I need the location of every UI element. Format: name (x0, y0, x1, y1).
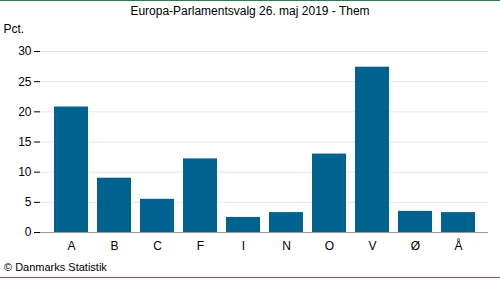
html-text:Europa-Parlamentsvalg 26. maj: Europa-Parlamentsvalg 26. maj 2019 - The… (130, 4, 370, 18)
svg-text:30: 30 (18, 44, 32, 58)
svg-text:F: F (197, 239, 204, 253)
svg-text:25: 25 (18, 75, 32, 89)
svg-text:20: 20 (18, 105, 32, 119)
svg-text:I: I (242, 239, 245, 253)
svg-text:15: 15 (18, 135, 32, 149)
svg-text:A: A (67, 239, 75, 253)
svg-text:N: N (282, 239, 291, 253)
svg-text:5: 5 (25, 195, 32, 209)
html-text:© Danmarks Statistik: © Danmarks Statistik (4, 261, 107, 273)
svg-text:10: 10 (18, 165, 32, 179)
svg-text:O: O (325, 239, 334, 253)
svg-text:Ø: Ø (411, 239, 420, 253)
svg-text:B: B (110, 239, 118, 253)
svg-text:V: V (368, 239, 376, 253)
svg-text:Å: Å (454, 238, 462, 253)
svg-text:Pct.: Pct. (4, 22, 25, 36)
svg-text:0: 0 (25, 225, 32, 239)
svg-text:C: C (153, 239, 162, 253)
